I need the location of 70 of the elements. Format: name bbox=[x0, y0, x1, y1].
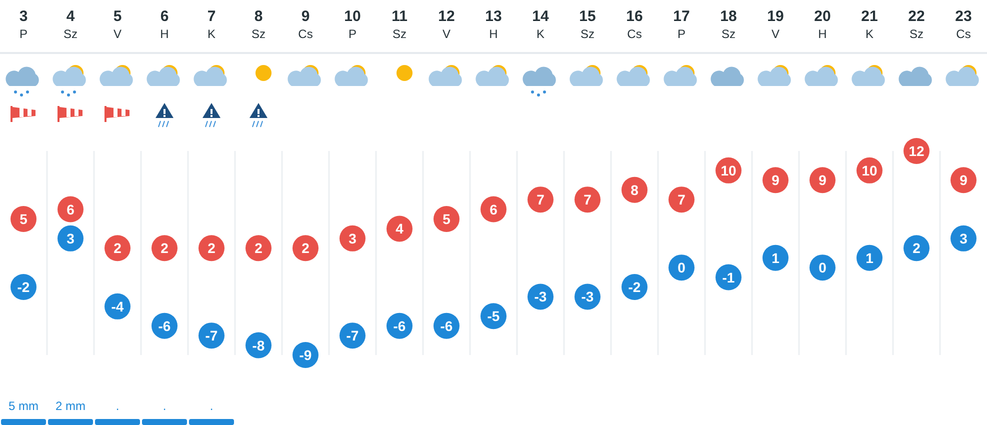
data-label: 3 bbox=[960, 230, 968, 246]
x-tick-label: 5 V bbox=[113, 8, 122, 41]
text: . bbox=[116, 399, 120, 413]
data-label: -9 bbox=[299, 347, 312, 363]
data-label: 6 bbox=[66, 201, 75, 218]
x-tick-label: 19 V bbox=[767, 8, 784, 41]
data-label: 9 bbox=[818, 172, 827, 188]
x-tick-label: 3 P bbox=[19, 8, 28, 41]
data-label: 2 bbox=[254, 240, 263, 256]
data-label: -3 bbox=[534, 288, 547, 305]
x-tick-label: 7 K bbox=[207, 8, 216, 41]
data-label: 10 bbox=[720, 162, 736, 178]
data-label: 0 bbox=[818, 260, 827, 276]
data-label: 1 bbox=[772, 250, 780, 266]
data-label: 3 bbox=[348, 230, 357, 246]
x-tick-label: 12 V bbox=[438, 8, 455, 41]
data-label: 3 bbox=[66, 230, 75, 246]
data-label: 10 bbox=[862, 162, 878, 178]
data-label: 8 bbox=[630, 182, 639, 198]
data-label: -8 bbox=[252, 337, 265, 354]
text: . bbox=[210, 399, 214, 413]
data-label: 4 bbox=[396, 220, 404, 237]
x-tick-label: 14 K bbox=[532, 8, 550, 41]
x-tick-label: 23 Cs bbox=[955, 8, 972, 41]
data-label: 9 bbox=[960, 172, 968, 188]
data-label: 7 bbox=[584, 192, 592, 208]
x-tick-label: 9 Cs bbox=[298, 8, 313, 41]
data-label: 2 bbox=[208, 240, 216, 256]
data-label: -6 bbox=[440, 318, 453, 334]
data-label: -2 bbox=[17, 279, 30, 295]
data-label: 5 bbox=[442, 211, 451, 227]
data-label: 2 bbox=[160, 240, 169, 256]
x-tick-label: 15 Sz bbox=[579, 8, 596, 41]
data-label: 6 bbox=[490, 201, 498, 218]
x-tick-label: 8 Sz bbox=[251, 8, 266, 41]
x-tick-label: 16 Cs bbox=[626, 8, 643, 41]
data-label: 9 bbox=[772, 172, 780, 188]
data-label: -6 bbox=[158, 318, 171, 334]
text: 2 mm bbox=[56, 399, 86, 413]
x-tick-label: 17 P bbox=[673, 8, 690, 41]
point bbox=[856, 244, 882, 271]
x-tick-label: 6 H bbox=[160, 8, 169, 41]
data-label: 2 bbox=[912, 240, 921, 256]
data-label: 2 bbox=[114, 240, 122, 256]
data-label: -1 bbox=[722, 269, 735, 286]
data-label: 12 bbox=[908, 143, 924, 159]
x-tick-label: 21 K bbox=[861, 8, 878, 41]
data-label: 2 bbox=[302, 240, 310, 256]
x-tick-label: 13 H bbox=[485, 8, 502, 41]
data-label: -5 bbox=[487, 308, 500, 324]
point bbox=[762, 244, 788, 271]
data-label: -2 bbox=[628, 279, 641, 295]
x-tick-label: 18 Sz bbox=[720, 8, 737, 41]
x-tick-label: 4 Sz bbox=[63, 8, 78, 41]
data-label: 0 bbox=[678, 260, 686, 276]
data-label: -3 bbox=[581, 288, 594, 305]
data-label: 1 bbox=[866, 250, 874, 266]
text: . bbox=[162, 399, 166, 413]
data-label: -7 bbox=[205, 328, 218, 344]
data-label: -4 bbox=[111, 298, 124, 314]
data-label: 7 bbox=[678, 192, 686, 208]
x-tick-label: 11 Sz bbox=[392, 8, 408, 41]
x-tick-label: 22 Sz bbox=[908, 8, 925, 41]
data-label: 5 bbox=[20, 211, 28, 227]
x-tick-label: 10 P bbox=[344, 8, 361, 41]
text: 5 mm bbox=[8, 399, 39, 413]
x-tick-label: 20 H bbox=[814, 8, 831, 41]
data-label: 7 bbox=[536, 192, 545, 208]
data-label: -6 bbox=[393, 318, 406, 334]
data-label: -7 bbox=[346, 328, 359, 344]
